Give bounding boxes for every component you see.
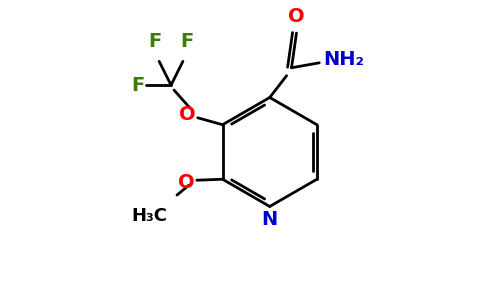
- Text: N: N: [262, 210, 278, 230]
- Text: F: F: [180, 32, 194, 51]
- Text: H₃C: H₃C: [131, 207, 167, 225]
- Text: O: O: [179, 105, 196, 124]
- Text: F: F: [131, 76, 144, 94]
- Text: NH₂: NH₂: [323, 50, 364, 69]
- Text: O: O: [178, 173, 195, 192]
- Text: F: F: [149, 32, 162, 51]
- Text: O: O: [288, 7, 305, 26]
